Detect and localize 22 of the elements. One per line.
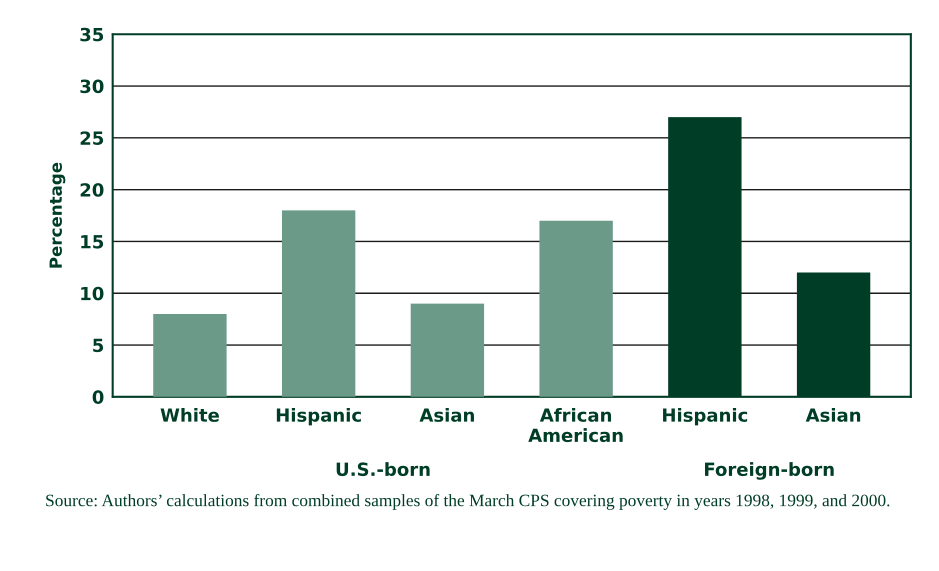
source-note: Source: Authors’ calculations from combined samples of the March CPS covering poverty in years 1998, 1999, and 2000. (46, 494, 890, 510)
text: U.S.-born (336, 462, 430, 476)
y-tick-label: 25 (80, 131, 104, 145)
bar (153, 314, 227, 397)
x-tick-label: Asian (420, 408, 474, 422)
x-tick-label: Asian (806, 408, 860, 422)
text: Foreign-born (705, 462, 834, 480)
y-tick-label: 10 (81, 286, 104, 300)
x-tick-label: White (160, 408, 219, 422)
y-axis-title: Percentage (50, 162, 66, 268)
y-tick-label: 0 (92, 390, 104, 404)
bar (539, 220, 613, 397)
y-tick-label: 5 (93, 338, 104, 352)
y-tick-label: 35 (80, 28, 104, 42)
x-tick-label: Hispanic (663, 408, 748, 426)
x-tick-label: Hispanic (276, 408, 361, 426)
y-tick-label: 20 (80, 183, 104, 197)
x-tick-label: African American (528, 408, 623, 442)
bar (282, 210, 356, 397)
bar (410, 304, 484, 397)
y-tick-label: 15 (81, 235, 104, 249)
y-tick-label: 30 (80, 80, 104, 94)
